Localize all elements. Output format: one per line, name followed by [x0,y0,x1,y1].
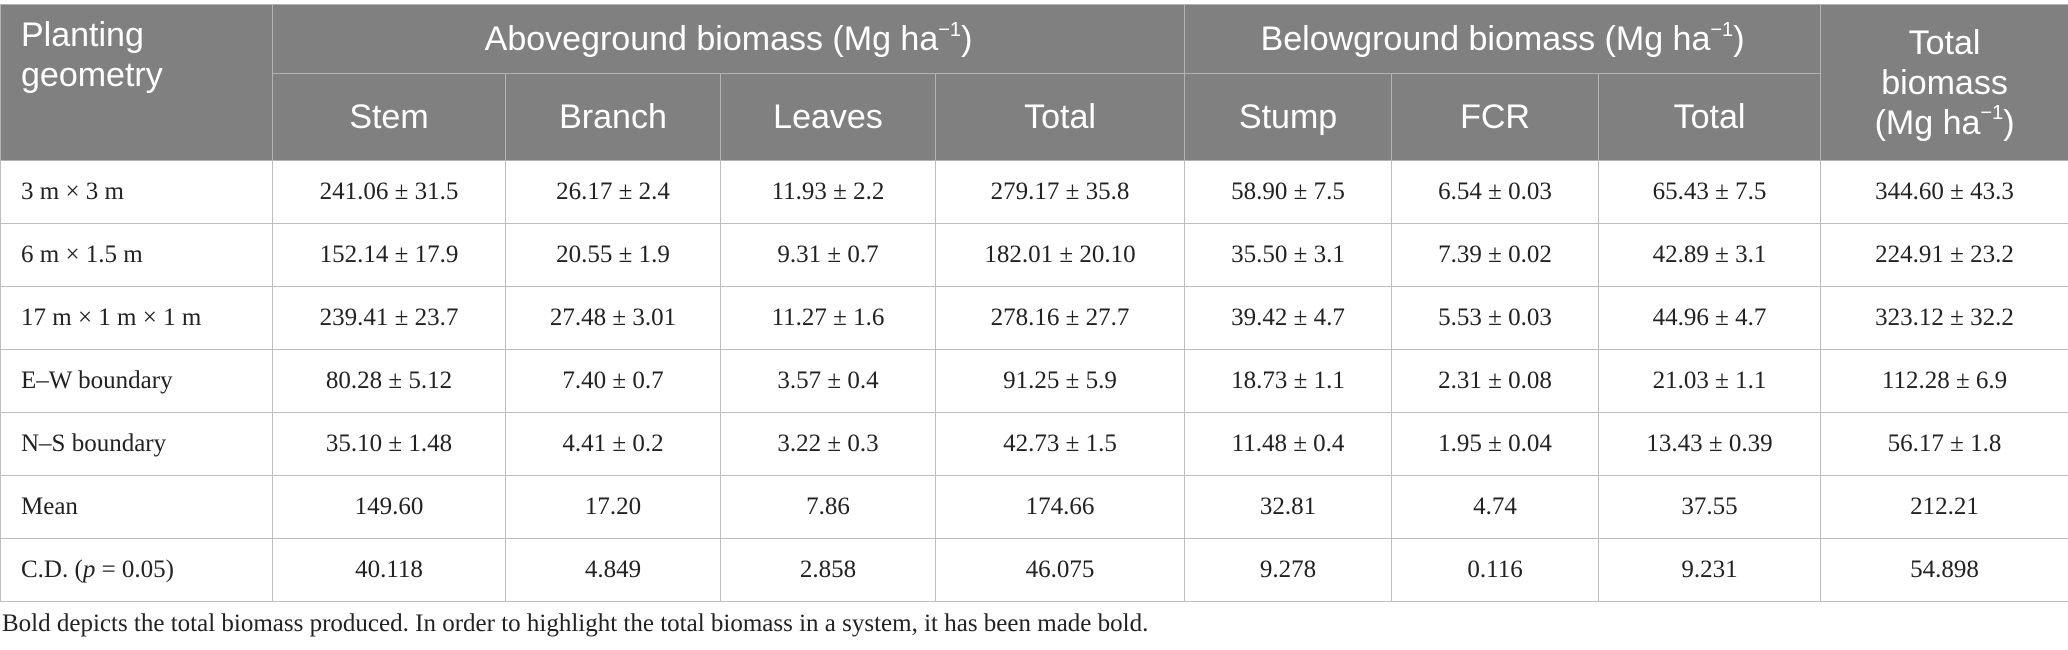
header-stem: Stem [272,73,506,161]
table-row: 17 m × 1 m × 1 m 239.41 ± 23.7 27.48 ± 3.0… [0,286,2068,350]
table-cell: 65.43 ± 7.5 [1598,160,1822,224]
table-cell: 323.12 ± 32.2 [1820,286,2068,350]
table-cell: 4.41 ± 0.2 [505,412,721,476]
table-cell: 37.55 [1598,475,1822,539]
header-belowground-biomass: Belowground biomass (Mg ha−1) [1184,4,1822,74]
table-cell: 35.10 ± 1.48 [272,412,506,476]
table-cell: 40.118 [272,538,506,602]
table-row: E–W boundary 80.28 ± 5.12 7.40 ± 0.7 3.57 ±… [0,349,2068,413]
table-cell: 91.25 ± 5.9 [934,349,1186,413]
table-row: C.D. (p = 0.05) 40.118 4.849 2.858 46.075 9.2… [0,538,2068,602]
header-leaves: Leaves [720,73,936,161]
table-row: 6 m × 1.5 m 152.14 ± 17.9 20.55 ± 1.9 9.31 … [0,223,2068,287]
table-cell: 278.16 ± 27.7 [934,286,1186,350]
table-row: Mean 149.60 17.20 7.86 174.66 32.81 4.74 37.55 2… [0,475,2068,539]
table-cell: 3.22 ± 0.3 [720,412,936,476]
table-header: Planting geometry Aboveground biomass (M… [0,4,2068,161]
table-cell: 152.14 ± 17.9 [272,223,506,287]
table-cell: 9.231 [1598,538,1822,602]
table-cell: 80.28 ± 5.12 [272,349,506,413]
table-cell: 4.74 [1391,475,1600,539]
table-cell: 44.96 ± 4.7 [1598,286,1822,350]
table-cell: 13.43 ± 0.39 [1598,412,1822,476]
row-label: Mean [0,475,273,539]
table-row: N–S boundary 35.10 ± 1.48 4.41 ± 0.2 3.22 ±… [0,412,2068,476]
table-cell: 212.21 [1820,475,2068,539]
table-cell: 35.50 ± 3.1 [1184,223,1393,287]
header-branch: Branch [505,73,721,161]
table-cell: 11.93 ± 2.2 [720,160,936,224]
table-cell: 2.858 [720,538,936,602]
table-cell: 5.53 ± 0.03 [1391,286,1600,350]
table-cell: 6.54 ± 0.03 [1391,160,1600,224]
table-cell: 9.31 ± 0.7 [720,223,936,287]
row-label: 6 m × 1.5 m [0,223,273,287]
biomass-table-container: Planting geometry Aboveground biomass (M… [0,4,2068,602]
header-stump: Stump [1184,73,1393,161]
header-fcr: FCR [1391,73,1600,161]
table-cell: 1.95 ± 0.04 [1391,412,1600,476]
header-aboveground-total: Total [934,73,1186,161]
table-cell: 279.17 ± 35.8 [934,160,1186,224]
header-belowground-total: Total [1598,73,1822,161]
table-body: 3 m × 3 m 241.06 ± 31.5 26.17 ± 2.4 11.93 ±… [0,160,2068,602]
table-cell: 149.60 [272,475,506,539]
row-label: 17 m × 1 m × 1 m [0,286,273,350]
table-cell: 7.39 ± 0.02 [1391,223,1600,287]
table-cell: 11.48 ± 0.4 [1184,412,1393,476]
table-cell: 112.28 ± 6.9 [1820,349,2068,413]
biomass-table: Planting geometry Aboveground biomass (M… [0,4,2068,602]
table-cell: 11.27 ± 1.6 [720,286,936,350]
table-cell: 344.60 ± 43.3 [1820,160,2068,224]
table-cell: 54.898 [1820,538,2068,602]
row-label: N–S boundary [0,412,273,476]
table-cell: 182.01 ± 20.10 [934,223,1186,287]
row-label: 3 m × 3 m [0,160,273,224]
table-cell: 27.48 ± 3.01 [505,286,721,350]
table-footnote: Bold depicts the total biomass produced.… [2,610,1149,637]
table-cell: 7.86 [720,475,936,539]
table-cell: 39.42 ± 4.7 [1184,286,1393,350]
table-cell: 42.89 ± 3.1 [1598,223,1822,287]
table-cell: 58.90 ± 7.5 [1184,160,1393,224]
table-cell: 239.41 ± 23.7 [272,286,506,350]
table-cell: 7.40 ± 0.7 [505,349,721,413]
table-cell: 0.116 [1391,538,1600,602]
table-cell: 3.57 ± 0.4 [720,349,936,413]
table-cell: 241.06 ± 31.5 [272,160,506,224]
table-cell: 174.66 [934,475,1186,539]
table-cell: 21.03 ± 1.1 [1598,349,1822,413]
row-label: E–W boundary [0,349,273,413]
table-cell: 224.91 ± 23.2 [1820,223,2068,287]
table-row: 3 m × 3 m 241.06 ± 31.5 26.17 ± 2.4 11.93 ±… [0,160,2068,224]
table-cell: 56.17 ± 1.8 [1820,412,2068,476]
header-planting-geometry: Planting geometry [0,4,273,161]
header-total-biomass: Total biomass (Mg ha−1) [1820,4,2068,161]
row-label: C.D. (p = 0.05) [0,538,273,602]
header-aboveground-biomass: Aboveground biomass (Mg ha−1) [271,4,1186,74]
table-cell: 2.31 ± 0.08 [1391,349,1600,413]
table-cell: 18.73 ± 1.1 [1184,349,1393,413]
table-cell: 42.73 ± 1.5 [934,412,1186,476]
table-cell: 32.81 [1184,475,1393,539]
table-cell: 26.17 ± 2.4 [505,160,721,224]
table-cell: 9.278 [1184,538,1393,602]
table-cell: 46.075 [934,538,1186,602]
table-cell: 20.55 ± 1.9 [505,223,721,287]
table-cell: 4.849 [505,538,721,602]
table-cell: 17.20 [505,475,721,539]
